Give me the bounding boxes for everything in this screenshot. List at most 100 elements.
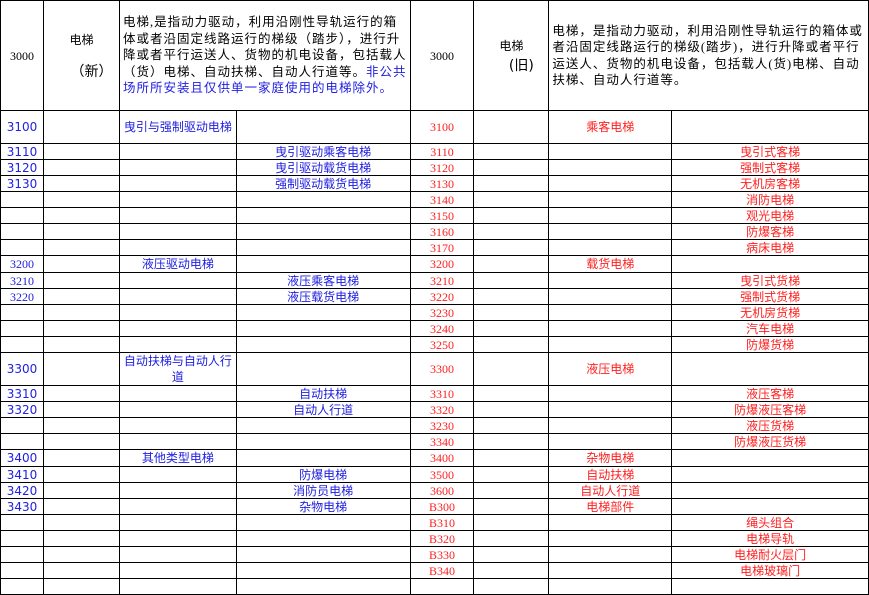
new-category-cell[interactable] <box>118 530 237 547</box>
new-subcategory-cell[interactable]: 杂物电梯 <box>235 498 411 515</box>
old-blank-cell[interactable] <box>473 272 550 289</box>
old-code-cell[interactable]: 3000 <box>409 0 475 111</box>
old-blank-cell[interactable] <box>473 159 550 176</box>
old-name-cell[interactable]: 电梯 (旧) <box>473 0 550 111</box>
old-code-cell[interactable]: 3130 <box>409 175 475 192</box>
old-code-cell[interactable]: 3600 <box>409 482 475 499</box>
new-blank-cell[interactable] <box>42 401 120 418</box>
new-code-cell[interactable] <box>0 546 44 563</box>
old-subcategory-cell[interactable]: 强制式客梯 <box>671 159 869 176</box>
new-subcategory-cell[interactable] <box>235 320 411 337</box>
new-category-cell[interactable]: 液压驱动电梯 <box>118 255 237 273</box>
old-code-cell[interactable]: 3230 <box>409 417 475 434</box>
old-category-cell[interactable]: 液压电梯 <box>548 352 673 386</box>
new-subcategory-cell[interactable]: 消防员电梯 <box>235 482 411 499</box>
new-category-cell[interactable] <box>118 433 237 450</box>
new-category-cell[interactable] <box>118 578 237 595</box>
new-blank-cell[interactable] <box>42 498 120 515</box>
new-blank-cell[interactable] <box>42 336 120 353</box>
old-blank-cell[interactable] <box>473 320 550 337</box>
new-code-cell[interactable] <box>0 191 44 208</box>
new-code-cell[interactable]: 3400 <box>0 449 44 467</box>
old-subcategory-cell[interactable]: 绳头组合 <box>671 514 869 531</box>
new-code-cell[interactable]: 3420 <box>0 482 44 499</box>
old-subcategory-cell[interactable]: 电梯玻璃门 <box>671 562 869 579</box>
new-subcategory-cell[interactable] <box>235 562 411 579</box>
new-subcategory-cell[interactable]: 液压载货电梯 <box>235 288 411 305</box>
new-category-cell[interactable] <box>118 482 237 499</box>
old-blank-cell[interactable] <box>473 449 550 467</box>
new-subcategory-cell[interactable] <box>235 110 411 144</box>
new-code-cell[interactable]: 3310 <box>0 385 44 402</box>
old-blank-cell[interactable] <box>473 223 550 240</box>
old-code-cell[interactable]: 3200 <box>409 255 475 273</box>
old-code-cell[interactable]: 3150 <box>409 207 475 224</box>
old-code-cell[interactable]: 3170 <box>409 239 475 256</box>
old-code-cell[interactable]: 3340 <box>409 433 475 450</box>
new-subcategory-cell[interactable]: 曳引驱动乘客电梯 <box>235 143 411 160</box>
old-code-cell[interactable]: B300 <box>409 498 475 515</box>
new-subcategory-cell[interactable]: 强制驱动载货电梯 <box>235 175 411 192</box>
new-code-cell[interactable]: 3000 <box>0 0 44 111</box>
new-subcategory-cell[interactable]: 曳引驱动载货电梯 <box>235 159 411 176</box>
old-blank-cell[interactable] <box>473 385 550 402</box>
new-blank-cell[interactable] <box>42 191 120 208</box>
old-code-cell[interactable]: 3100 <box>409 110 475 144</box>
old-category-cell[interactable] <box>548 385 673 402</box>
old-blank-cell[interactable] <box>473 336 550 353</box>
old-category-cell[interactable] <box>548 175 673 192</box>
old-code-cell[interactable]: 3500 <box>409 466 475 483</box>
old-subcategory-cell[interactable]: 防爆货梯 <box>671 336 869 353</box>
new-blank-cell[interactable] <box>42 143 120 160</box>
old-code-cell[interactable]: 3310 <box>409 385 475 402</box>
old-subcategory-cell[interactable]: 防爆液压客梯 <box>671 401 869 418</box>
old-category-cell[interactable] <box>548 304 673 321</box>
new-blank-cell[interactable] <box>42 239 120 256</box>
old-blank-cell[interactable] <box>473 498 550 515</box>
old-blank-cell[interactable] <box>473 143 550 160</box>
old-blank-cell[interactable] <box>473 401 550 418</box>
new-category-cell[interactable] <box>118 320 237 337</box>
old-blank-cell[interactable] <box>473 304 550 321</box>
new-code-cell[interactable]: 3100 <box>0 110 44 144</box>
old-subcategory-cell[interactable]: 无机房货梯 <box>671 304 869 321</box>
old-subcategory-cell[interactable]: 曳引式客梯 <box>671 143 869 160</box>
new-name-cell[interactable]: 电梯 （新） <box>42 0 120 111</box>
new-category-cell[interactable] <box>118 191 237 208</box>
new-code-cell[interactable] <box>0 336 44 353</box>
old-code-cell[interactable] <box>409 578 475 595</box>
new-category-cell[interactable] <box>118 239 237 256</box>
old-subcategory-cell[interactable]: 液压客梯 <box>671 385 869 402</box>
old-subcategory-cell[interactable] <box>671 352 869 386</box>
old-subcategory-cell[interactable] <box>671 578 869 595</box>
new-blank-cell[interactable] <box>42 288 120 305</box>
new-category-cell[interactable] <box>118 562 237 579</box>
old-subcategory-cell[interactable]: 电梯导轨 <box>671 530 869 547</box>
new-code-cell[interactable] <box>0 530 44 547</box>
old-category-cell[interactable] <box>548 223 673 240</box>
new-blank-cell[interactable] <box>42 110 120 144</box>
new-category-cell[interactable] <box>118 514 237 531</box>
new-blank-cell[interactable] <box>42 175 120 192</box>
old-category-cell[interactable] <box>548 143 673 160</box>
new-subcategory-cell[interactable] <box>235 514 411 531</box>
old-code-cell[interactable]: 3300 <box>409 352 475 386</box>
new-subcategory-cell[interactable] <box>235 255 411 273</box>
old-subcategory-cell[interactable] <box>671 449 869 467</box>
old-category-cell[interactable] <box>548 288 673 305</box>
new-blank-cell[interactable] <box>42 272 120 289</box>
old-blank-cell[interactable] <box>473 578 550 595</box>
old-subcategory-cell[interactable]: 液压货梯 <box>671 417 869 434</box>
new-blank-cell[interactable] <box>42 385 120 402</box>
new-subcategory-cell[interactable] <box>235 352 411 386</box>
old-code-cell[interactable]: 3230 <box>409 304 475 321</box>
new-blank-cell[interactable] <box>42 514 120 531</box>
old-code-cell[interactable]: 3320 <box>409 401 475 418</box>
new-blank-cell[interactable] <box>42 304 120 321</box>
old-subcategory-cell[interactable]: 电梯耐火层门 <box>671 546 869 563</box>
old-blank-cell[interactable] <box>473 352 550 386</box>
old-category-cell[interactable] <box>548 578 673 595</box>
old-category-cell[interactable] <box>548 546 673 563</box>
old-code-cell[interactable]: 3240 <box>409 320 475 337</box>
old-subcategory-cell[interactable]: 曳引式货梯 <box>671 272 869 289</box>
